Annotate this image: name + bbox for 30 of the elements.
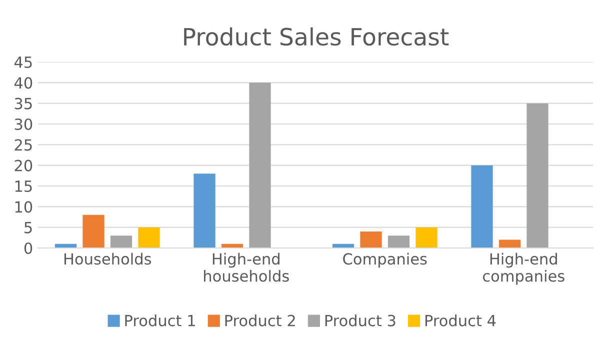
bar <box>526 103 548 248</box>
x-tick-label: Companies <box>343 252 427 268</box>
x-tick-label: Households <box>64 252 152 265</box>
bar <box>498 240 521 248</box>
chart-title: Product Sales Forecast <box>184 27 449 46</box>
y-tick-label: 25 <box>14 139 32 151</box>
y-tick-label: 5 <box>24 222 32 234</box>
y-tick-label: 45 <box>14 56 32 68</box>
x-tick-label: High-end households <box>204 252 289 282</box>
bar <box>138 227 160 248</box>
x-tick-label: High-end companies <box>482 252 564 285</box>
y-tick-label: 10 <box>15 201 32 213</box>
y-tick-label: 35 <box>14 98 32 110</box>
bar <box>360 231 382 248</box>
bar <box>110 236 132 248</box>
bar <box>82 214 104 248</box>
bar <box>249 82 271 248</box>
y-tick-label: 0 <box>24 242 32 254</box>
legend-label: Product 2 <box>225 314 295 326</box>
y-tick-label: 30 <box>14 118 32 130</box>
bar <box>471 165 493 248</box>
bar <box>388 236 410 248</box>
bar <box>416 227 438 248</box>
legend-label: Product 3 <box>325 314 396 326</box>
legend-label: Product 4 <box>425 314 496 326</box>
y-tick-label: 20 <box>14 160 32 172</box>
legend-label: Product 1 <box>125 314 195 326</box>
bar <box>194 174 216 248</box>
y-tick-label: 15 <box>15 180 32 192</box>
y-tick-label: 40 <box>14 77 32 89</box>
